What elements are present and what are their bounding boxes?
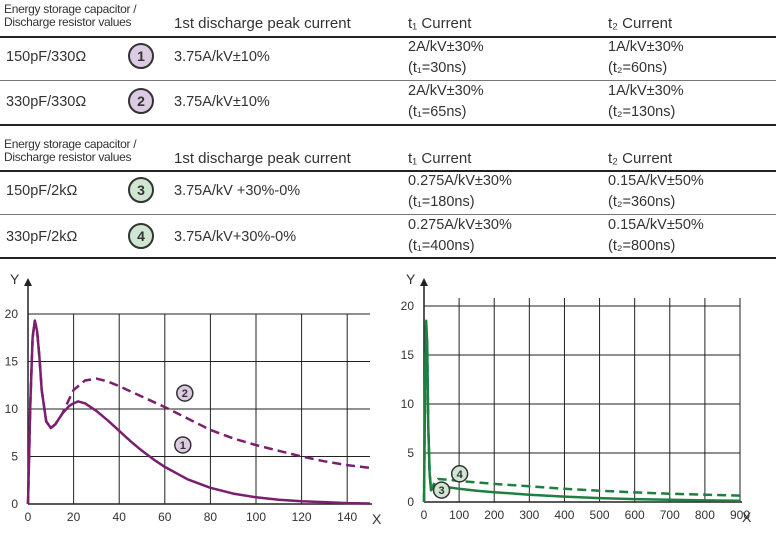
x-axis-label: X [372,511,382,527]
y-axis-arrow [420,278,428,286]
header-divider [0,36,776,38]
header-col2: 1st discharge peak current [174,15,351,32]
series-badge-1 [174,436,192,454]
row4-t2-current: 0.15A/kV±50% [608,217,704,233]
row3-t1-time: (t₁=180ns) [408,194,475,210]
y-axis-label: Y [10,271,20,287]
x-tick-label: 120 [292,510,312,524]
y-axis-arrow [24,278,32,286]
row4-t1-current: 0.275A/kV±30% [408,217,512,233]
y-tick-label: 15 [401,348,415,362]
row2-t2-time: (t₂=130ns) [608,104,676,120]
row1-peak: 3.75A/kV±10% [174,49,270,65]
y-tick-label: 10 [5,402,19,416]
row1-t2-current: 1A/kV±30% [608,39,684,55]
y-axis-label: Y [406,271,416,287]
series-badge-4 [450,465,469,483]
row3-badge: 3 [128,177,154,203]
series-badge-2 [176,384,194,402]
x-tick-label: 600 [625,508,645,522]
header-col2: 1st discharge peak current [174,150,351,167]
x-tick-label: 100 [449,508,469,522]
table-bottom-rule [0,124,776,126]
row-divider [0,80,776,81]
y-tick-label: 20 [401,299,415,313]
row4-t1-time: (t₁=400ns) [408,238,475,254]
row4-values: 330pF/2kΩ [6,229,78,245]
row2-badge: 2 [128,88,154,114]
x-axis-label: X [742,509,752,525]
series-line-1 [26,319,371,505]
x-tick-label: 0 [421,508,428,522]
row3-values: 150pF/2kΩ [6,183,78,199]
x-tick-label: 100 [246,510,266,524]
x-tick-label: 700 [660,508,680,522]
header-col1-line2: Discharge resistor values [4,15,132,29]
row1-values: 150pF/330Ω [6,49,87,65]
y-tick-label: 15 [5,355,19,369]
series-line-2 [26,319,371,505]
header-col3: t₁ Current [408,150,472,167]
row2-t2-current: 1A/kV±30% [608,83,684,99]
x-tick-label: 60 [158,510,172,524]
header-divider [0,170,776,172]
row4-peak: 3.75A/kV+30%-0% [174,229,297,245]
header-col4: t₂ Current [608,150,673,167]
x-tick-label: 800 [695,508,715,522]
row2-t1-time: (t₁=65ns) [408,104,467,120]
row4-badge: 4 [128,223,154,249]
table-bottom-rule [0,257,776,259]
row2-peak: 3.75A/kV±10% [174,94,270,110]
y-tick-label: 5 [407,446,414,460]
x-tick-label: 20 [67,510,81,524]
x-tick-label: 40 [113,510,127,524]
series-badge-label-1: 1 [180,440,186,452]
row3-peak: 3.75A/kV +30%-0% [174,183,301,199]
series-line-3 [422,319,741,503]
y-tick-label: 0 [407,495,414,509]
row1-badge: 1 [128,43,154,69]
header-col4: t₂ Current [608,15,673,32]
y-tick-label: 20 [5,307,19,321]
row1-t2-time: (t₂=60ns) [608,60,668,76]
y-tick-label: 5 [11,450,18,464]
header-col1-line1: Energy storage capacitor / [4,2,137,16]
x-tick-label: 400 [554,508,574,522]
x-tick-label: 140 [337,510,357,524]
x-tick-label: 500 [590,508,610,522]
row2-t1-current: 2A/kV±30% [408,83,484,99]
chart-right-waveform-2kohm: Y X 0 100 200 300 400 500 600 700 800 900 0 5 10 15 20 3 4 [401,271,752,525]
row2-values: 330pF/330Ω [6,94,87,110]
chart-left-waveform-330ohm: Y X 0 20 40 60 80 100 120 140 0 5 10 15 20 1 2 [5,271,382,527]
row3-t1-current: 0.275A/kV±30% [408,173,512,189]
row1-t1-time: (t₁=30ns) [408,60,467,76]
header-col1-line2: Discharge resistor values [4,150,132,164]
x-tick-label: 80 [204,510,218,524]
series-badge-label-4: 4 [457,469,464,481]
x-tick-label: 0 [25,510,32,524]
y-tick-label: 10 [401,397,415,411]
y-tick-label: 0 [11,497,18,511]
row1-t1-current: 2A/kV±30% [408,39,484,55]
x-tick-label: 200 [484,508,504,522]
series-line-4 [422,319,741,503]
row-divider [0,214,776,215]
table-capacitor-330ohm: Energy storage capacitor / Discharge res… [0,0,776,126]
series-badge-3 [432,481,451,499]
row3-t2-current: 0.15A/kV±50% [608,173,704,189]
x-tick-label: 900 [730,508,750,522]
x-tick-label: 300 [519,508,539,522]
series-badge-label-3: 3 [438,485,444,497]
row4-t2-time: (t₂=800ns) [608,238,676,254]
series-badge-label-2: 2 [182,388,188,400]
header-col1-line1: Energy storage capacitor / [4,137,137,151]
table-capacitor-2kohm: Energy storage capacitor / Discharge res… [0,133,776,259]
header-col3: t₁ Current [408,15,472,32]
row3-t2-time: (t₂=360ns) [608,194,676,210]
